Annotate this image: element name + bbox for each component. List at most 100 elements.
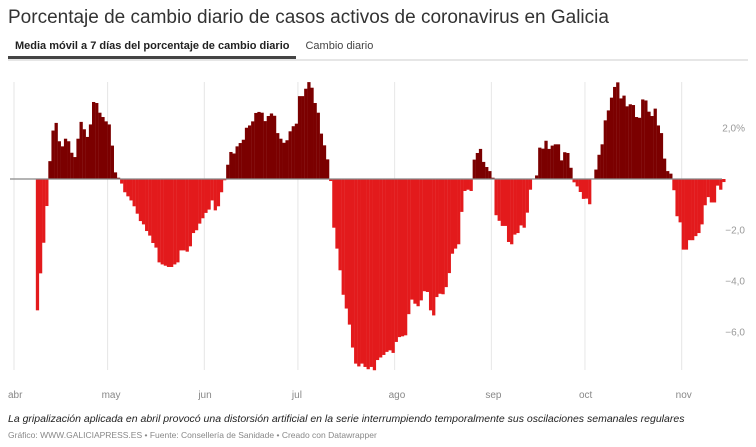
bar (419, 179, 423, 301)
bar (329, 179, 333, 182)
bar (634, 117, 639, 179)
bar (238, 143, 242, 179)
bar (219, 179, 224, 193)
bar (457, 179, 461, 245)
bar (638, 117, 642, 179)
bar (410, 179, 414, 300)
bar (126, 179, 130, 197)
bar (491, 177, 495, 179)
bar (516, 179, 520, 234)
bar (656, 125, 660, 179)
bar (294, 123, 299, 179)
bar (35, 179, 40, 311)
bar (563, 152, 567, 179)
bar (282, 142, 286, 179)
bar (194, 179, 199, 231)
bar (57, 141, 61, 179)
bar (60, 146, 65, 179)
bar (207, 179, 211, 210)
bar (469, 179, 473, 191)
bar (248, 125, 252, 179)
bar (297, 96, 302, 179)
tab-moving-average[interactable]: Media móvil a 7 días del porcentaje de c… (8, 38, 297, 59)
bar (625, 106, 629, 179)
bar (478, 148, 483, 179)
bar (503, 179, 508, 226)
bar (513, 179, 517, 235)
bar (70, 152, 74, 179)
bar (291, 126, 295, 179)
bar (254, 112, 258, 179)
bar (500, 179, 504, 226)
bar (588, 179, 592, 205)
bar (313, 103, 317, 179)
bar (463, 179, 467, 191)
bar (691, 179, 695, 241)
bar (304, 88, 308, 179)
bar (404, 179, 408, 336)
bar (45, 179, 49, 207)
bar (553, 144, 558, 179)
bar (366, 179, 370, 370)
bar (572, 179, 576, 183)
bar (188, 179, 192, 247)
bar (42, 179, 46, 243)
bar (251, 121, 255, 179)
bar (594, 169, 598, 179)
bar (319, 133, 324, 179)
bar (73, 157, 77, 179)
bar (98, 112, 102, 179)
bar (578, 179, 582, 193)
bar (226, 164, 230, 179)
bar (581, 179, 586, 199)
bar (659, 133, 664, 179)
bar (176, 179, 180, 263)
bar (703, 179, 707, 206)
bar (394, 179, 398, 342)
bar (597, 154, 601, 179)
bar (485, 167, 489, 179)
bar (391, 179, 395, 353)
bar (201, 179, 205, 219)
bar (510, 179, 514, 245)
bar (266, 116, 270, 179)
bar (322, 145, 327, 179)
bar (662, 158, 667, 179)
bar (85, 136, 90, 179)
bar (241, 139, 246, 179)
bar (650, 116, 654, 179)
bar (92, 101, 96, 179)
bar (101, 117, 105, 179)
bar (475, 152, 480, 179)
bar (716, 179, 720, 186)
y-tick-label: −2,0 (725, 226, 745, 237)
bar (154, 179, 158, 248)
bar (428, 179, 433, 311)
bar (82, 129, 86, 179)
bar (435, 179, 439, 298)
bar (438, 179, 442, 294)
bar (522, 179, 526, 228)
bar (416, 179, 420, 307)
bar (326, 159, 330, 179)
bar (482, 161, 486, 179)
x-tick-label: sep (485, 390, 502, 401)
bar (613, 86, 617, 179)
bar (76, 138, 80, 179)
x-tick-label: oct (579, 390, 593, 401)
bar (575, 179, 579, 187)
bar (79, 121, 83, 179)
tab-daily-change[interactable]: Cambio diario (305, 40, 374, 52)
bar (185, 179, 189, 252)
bar (584, 179, 589, 199)
bar (232, 153, 236, 179)
bar (441, 179, 445, 295)
bar (191, 179, 196, 234)
y-tick-label: −6,0 (725, 328, 745, 339)
bars (35, 82, 726, 371)
x-tick-label: ago (389, 390, 406, 401)
bar (132, 179, 136, 207)
bar (157, 179, 161, 263)
bar (54, 122, 58, 179)
bar (488, 171, 492, 179)
